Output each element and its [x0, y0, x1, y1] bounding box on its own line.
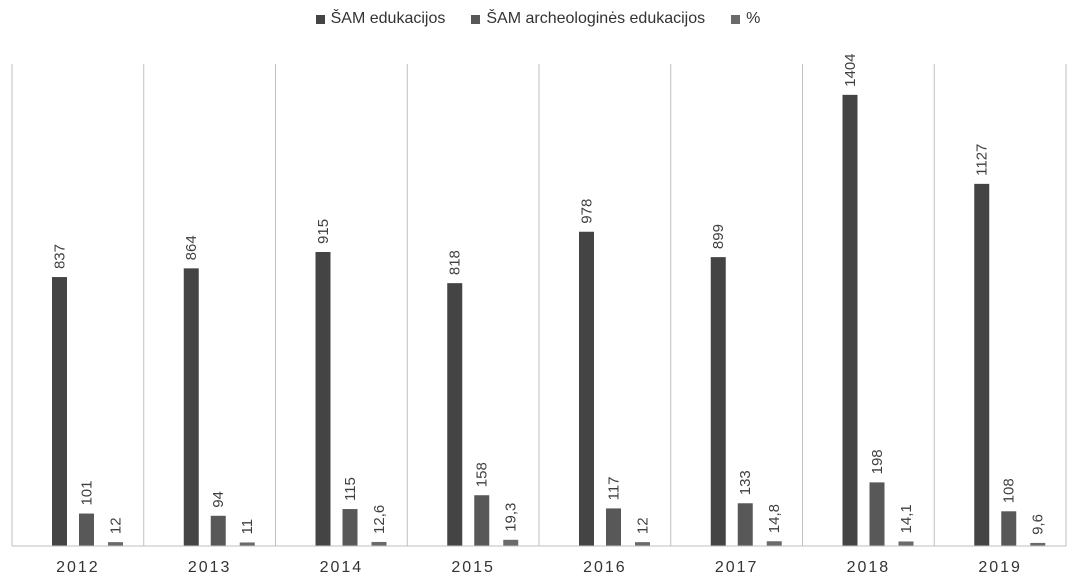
legend-item-sam-archeologines: ŠAM archeologinės edukacijos: [471, 10, 705, 28]
legend-label: ŠAM archeologinės edukacijos: [486, 10, 706, 27]
data-label-series-1-2019: 108: [1001, 478, 1018, 503]
bar-series-0-2015: [447, 283, 463, 546]
bar-series-2-2012: [108, 542, 123, 546]
x-tick-label-2019: 2019: [978, 559, 1022, 576]
bar-series-2-2016: [635, 542, 650, 546]
x-tick-label-2017: 2017: [715, 559, 759, 576]
data-label-series-2-2016: 12: [635, 517, 652, 534]
data-label-series-1-2014: 115: [342, 477, 359, 501]
data-label-series-0-2016: 978: [579, 199, 596, 224]
bar-series-0-2018: [842, 94, 858, 547]
bar-series-1-2019: [1001, 511, 1017, 546]
data-label-series-1-2016: 117: [606, 476, 623, 500]
legend-item-percent: %: [731, 10, 760, 28]
bar-series-1-2017: [737, 503, 753, 546]
data-label-series-0-2017: 899: [710, 224, 727, 249]
data-label-series-2-2018: 14,1: [898, 504, 915, 533]
bar-series-2-2015: [503, 539, 519, 546]
bar-series-2-2013: [239, 542, 255, 546]
legend-swatch: [315, 14, 325, 24]
data-label-series-1-2015: 158: [474, 462, 491, 487]
bar-series-1-2018: [869, 482, 885, 546]
data-label-series-2-2017: 14,8: [766, 504, 783, 533]
bar-series-0-2017: [710, 257, 726, 546]
bar-series-2-2019: [1030, 542, 1046, 546]
x-tick-label-2018: 2018: [847, 559, 891, 576]
chart-legend: ŠAM edukacijos ŠAM archeologinės edukaci…: [0, 10, 1076, 28]
bar-series-0-2016: [579, 231, 594, 546]
x-tick-label-2015: 2015: [451, 559, 495, 576]
data-label-series-0-2013: 864: [183, 235, 200, 260]
data-label-series-1-2012: 101: [79, 481, 96, 506]
data-label-series-0-2018: 1404: [842, 53, 859, 86]
bar-series-2-2018: [898, 541, 914, 546]
x-tick-label-2014: 2014: [320, 559, 364, 576]
bar-series-1-2013: [210, 515, 226, 546]
data-label-series-0-2019: 1127: [974, 144, 991, 176]
data-label-series-2-2015: 19,3: [503, 503, 520, 532]
data-label-series-0-2012: 837: [52, 244, 69, 269]
bar-series-1-2015: [474, 495, 490, 546]
data-label-series-2-2014: 12,6: [371, 505, 388, 534]
data-label-series-0-2015: 818: [447, 250, 464, 275]
bar-series-0-2014: [315, 251, 331, 547]
legend-swatch: [731, 14, 741, 24]
bar-series-1-2014: [342, 509, 358, 546]
data-label-series-1-2017: 133: [737, 470, 754, 495]
bar-series-1-2016: [606, 508, 621, 546]
data-label-series-1-2018: 198: [869, 449, 886, 474]
data-label-series-0-2014: 915: [315, 219, 332, 244]
data-label-series-2-2013: 11: [239, 519, 256, 535]
x-tick-label-2013: 2013: [188, 559, 232, 576]
data-label-series-2-2019: 9,6: [1030, 514, 1047, 535]
data-label-series-2-2012: 12: [108, 517, 125, 534]
legend-label: ŠAM edukacijos: [330, 10, 446, 27]
bar-series-2-2014: [371, 541, 387, 546]
data-label-series-1-2013: 94: [210, 491, 227, 508]
legend-swatch: [471, 14, 481, 24]
bar-series-0-2012: [52, 277, 67, 546]
x-tick-label-2012: 2012: [56, 559, 100, 576]
bar-series-1-2012: [79, 513, 94, 546]
bar-series-0-2013: [183, 268, 199, 546]
x-tick-label-2016: 2016: [583, 559, 627, 576]
bar-series-0-2019: [974, 183, 990, 546]
bar-series-2-2017: [766, 541, 782, 546]
legend-label: %: [746, 10, 761, 27]
legend-item-sam-edukacijos: ŠAM edukacijos: [315, 10, 446, 28]
